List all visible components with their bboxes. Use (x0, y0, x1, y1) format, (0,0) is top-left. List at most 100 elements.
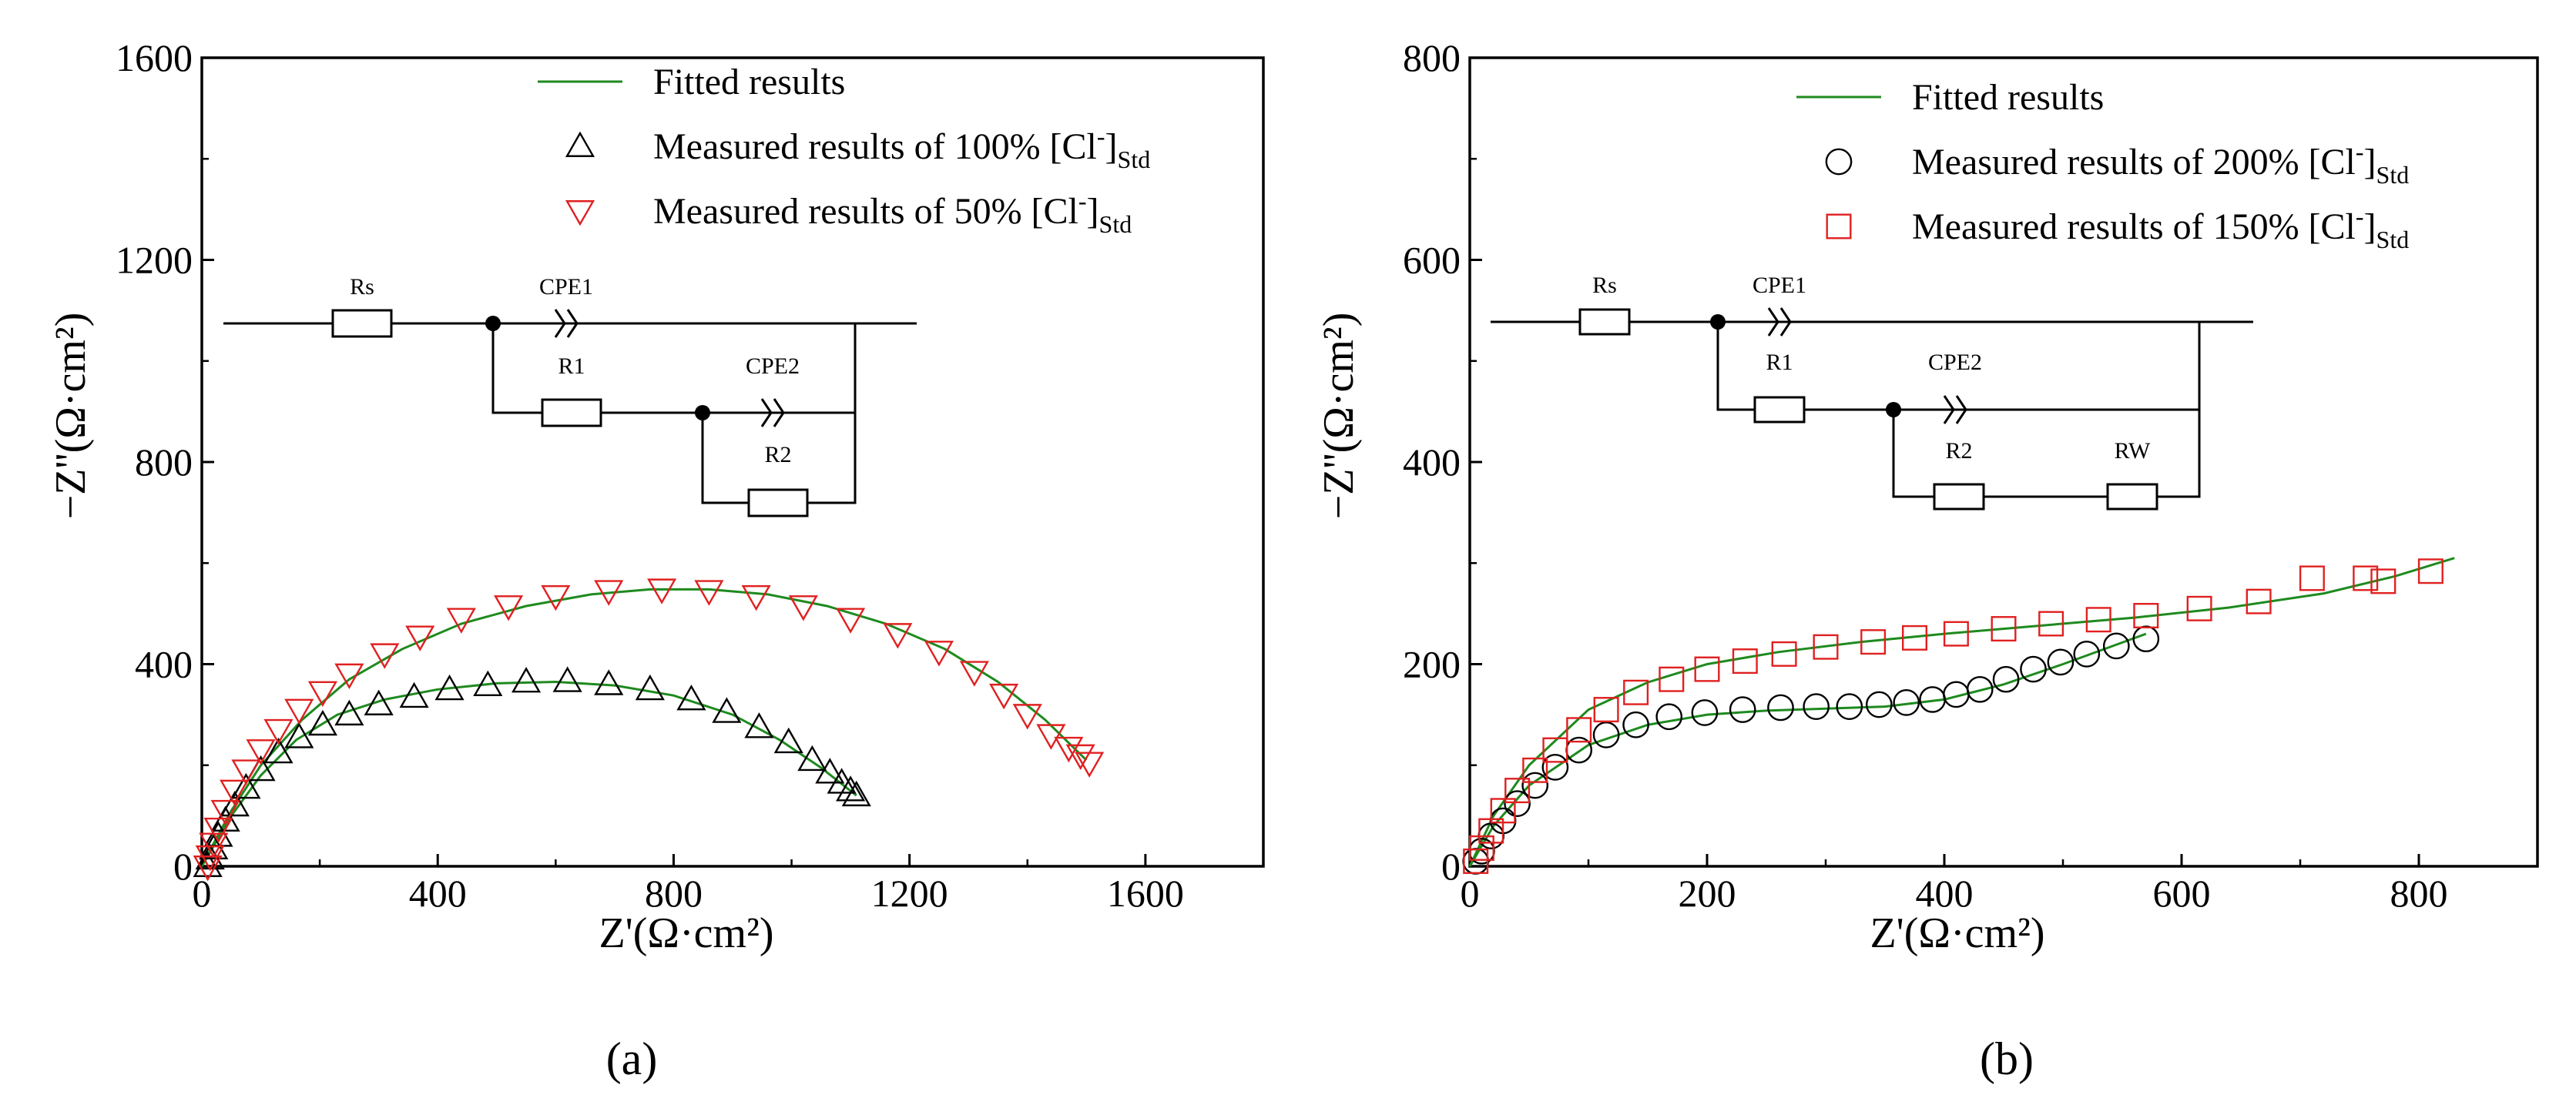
resistor-r1 (1753, 396, 1806, 424)
data-point (541, 584, 571, 611)
x-tick-label: 200 (1679, 872, 1736, 915)
legend: Fitted results Measured results of 200% [… (1796, 77, 2409, 253)
y-tick-label: 0 (173, 845, 193, 888)
data-point (263, 718, 293, 745)
y-tick-label: 1200 (116, 239, 193, 282)
cpe1-symbol (554, 309, 579, 338)
data-point (1065, 744, 1095, 771)
data-point (1468, 835, 1494, 861)
data-point (565, 131, 595, 157)
circuit-label: R1 (558, 353, 585, 379)
data-point (1825, 148, 1853, 176)
y-tick-label: 400 (135, 643, 193, 686)
legend-label: Measured results of 50% [Cl-]Std (653, 187, 1132, 238)
data-point (1691, 699, 1719, 726)
data-point (841, 780, 871, 807)
x-tick-label: 400 (409, 872, 467, 915)
fitted-curve (200, 680, 857, 867)
data-point (2132, 625, 2160, 653)
data-point (1694, 656, 1720, 682)
equivalent-circuit: Rs CPE1 R1 CPE2 R2 (223, 274, 917, 517)
circuit-label: Rs (1592, 273, 1617, 298)
resistor-r2 (747, 488, 809, 517)
data-point (694, 580, 724, 606)
wire (1716, 322, 2201, 411)
x-tick-label: 600 (2153, 872, 2211, 915)
data-point (2047, 648, 2075, 676)
data-point (1075, 752, 1105, 778)
x-axis-label: Z'(Ω·cm²) (599, 909, 773, 957)
data-point (1826, 213, 1852, 239)
legend: Fitted results Measured results of 100% [… (538, 62, 1150, 238)
data-point (594, 669, 624, 695)
data-point (1991, 616, 2017, 642)
data-point (307, 681, 338, 708)
legend-label: Measured results of 150% [Cl-]Std (1912, 203, 2409, 253)
circuit-label: CPE1 (1753, 273, 1806, 298)
data-point (334, 663, 364, 690)
data-point (635, 674, 665, 701)
data-point (815, 758, 845, 784)
data-point (2133, 603, 2159, 629)
y-tick-label: 800 (135, 440, 193, 484)
data-point (210, 799, 240, 826)
data-point (1729, 696, 1756, 723)
x-tick-label: 800 (2390, 872, 2448, 915)
resistor-r2 (1933, 483, 1985, 511)
data-point (1767, 694, 1794, 722)
data-point (2370, 568, 2397, 594)
y-tick-label: 200 (1403, 643, 1461, 686)
data-point (1732, 648, 1758, 675)
fitted-curve (200, 588, 1088, 867)
data-point (1622, 711, 1649, 738)
data-point (1592, 722, 1620, 748)
data-point (473, 670, 503, 697)
circuit-label: CPE2 (746, 353, 800, 379)
data-point (1901, 624, 1927, 651)
data-point (1593, 697, 1619, 723)
circuit-label: R2 (1945, 438, 1972, 464)
data-point (1012, 704, 1042, 730)
data-point (1771, 641, 1797, 667)
data-point (1521, 772, 1549, 799)
data-point (1463, 848, 1489, 874)
data-point (1865, 691, 1893, 718)
data-point (924, 641, 954, 667)
data-point (284, 722, 314, 748)
data-point (1813, 634, 1839, 660)
fitted-curve (1468, 632, 2147, 867)
data-point (494, 595, 524, 621)
data-point (2353, 565, 2379, 591)
circuit-label: CPE1 (539, 274, 593, 300)
data-point (2246, 588, 2272, 614)
data-point (1836, 693, 1863, 720)
cpe2-symbol (1943, 395, 1967, 424)
data-point (370, 643, 400, 669)
y-tick-label: 600 (1403, 239, 1461, 282)
data-point (284, 698, 314, 725)
data-point (773, 727, 803, 754)
data-point (2417, 558, 2444, 584)
data-point (565, 200, 595, 226)
data-point (676, 685, 706, 711)
data-point (511, 667, 542, 693)
resistor-rs (1578, 308, 1631, 336)
measured-series (1463, 558, 2444, 874)
data-point (552, 666, 582, 692)
data-point (193, 856, 223, 882)
data-point (836, 608, 866, 634)
data-point (836, 775, 866, 802)
data-point (797, 745, 827, 772)
circuit-label: RW (2115, 438, 2151, 464)
data-point (712, 697, 742, 723)
data-point (2299, 565, 2325, 591)
wire (491, 323, 857, 414)
data-point (220, 779, 250, 805)
cpe1-symbol (1767, 307, 1792, 337)
panel-label: (b) (1980, 1033, 2034, 1084)
data-point (959, 661, 989, 687)
equivalent-circuit: Rs CPE1 R1 CPE2 R2 RW (1491, 273, 2253, 511)
data-point (1504, 778, 1531, 804)
legend-label: Fitted results (653, 62, 845, 102)
data-point (647, 578, 677, 604)
